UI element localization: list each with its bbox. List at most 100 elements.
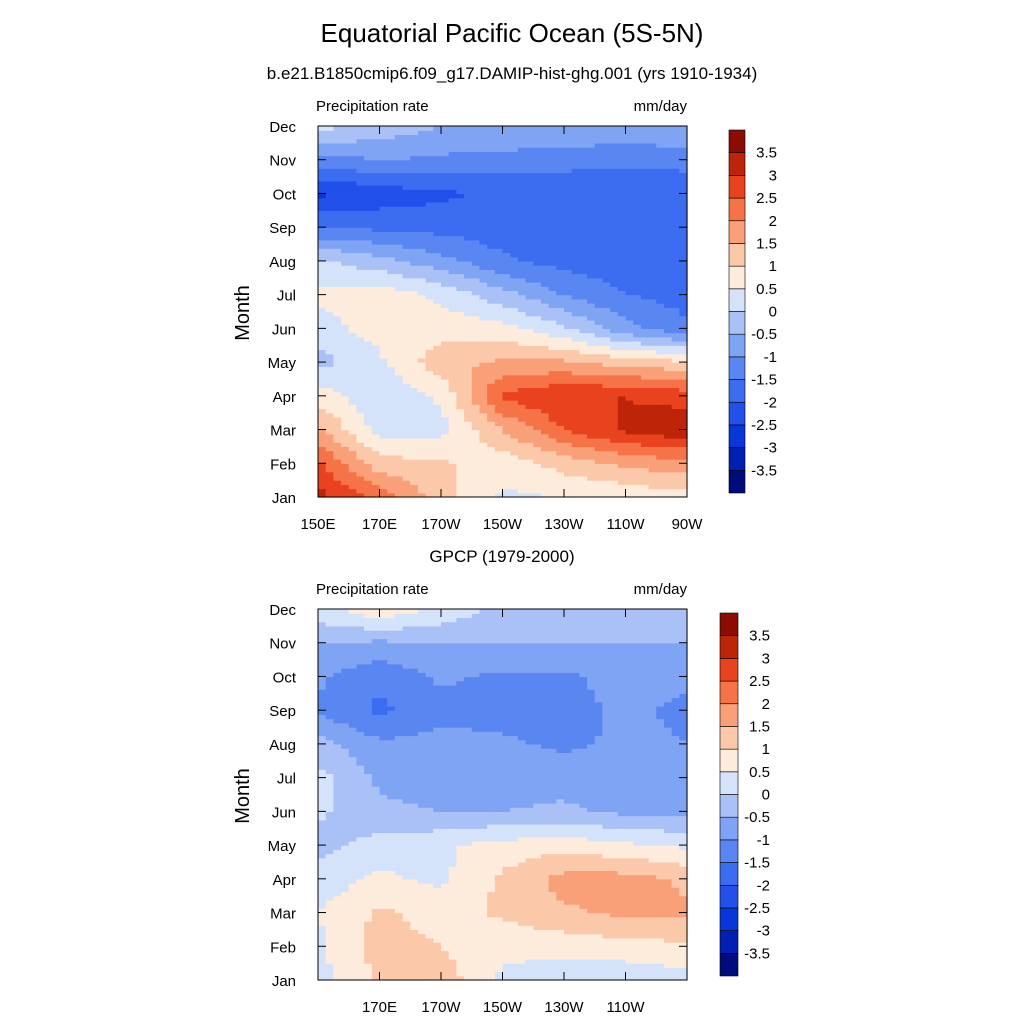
heatmap-cell <box>487 172 496 178</box>
heatmap-cell <box>648 958 657 964</box>
heatmap-cell <box>433 349 442 355</box>
heatmap-cell <box>564 324 573 329</box>
heatmap-cell <box>456 130 465 136</box>
heatmap-cell <box>318 151 327 157</box>
heatmap-cell <box>464 130 473 136</box>
heatmap-cell <box>417 492 427 498</box>
heatmap-cell <box>371 134 381 140</box>
heatmap-cell <box>441 353 450 359</box>
heatmap-cell <box>456 467 465 473</box>
heatmap-cell <box>333 239 342 245</box>
heatmap-cell <box>594 387 604 393</box>
heatmap-cell <box>594 925 604 931</box>
heatmap-cell <box>387 471 396 477</box>
heatmap-cell <box>448 484 457 490</box>
heatmap-cell <box>487 395 496 401</box>
heatmap-cell <box>602 378 611 384</box>
heatmap-cell <box>448 307 457 313</box>
heatmap-cell <box>379 265 388 270</box>
heatmap-cell <box>594 963 604 968</box>
heatmap-cell <box>456 231 465 237</box>
heatmap-cell <box>402 400 411 405</box>
heatmap-cell <box>402 437 411 443</box>
heatmap-cell <box>564 967 573 973</box>
heatmap-cell <box>394 298 404 304</box>
heatmap-cell <box>364 345 373 351</box>
heatmap-cell <box>448 971 457 977</box>
heatmap-cell <box>379 336 388 342</box>
heatmap-cell <box>341 231 350 237</box>
heatmap-cell <box>379 467 388 473</box>
heatmap-cell <box>556 370 565 376</box>
heatmap-cell <box>564 408 573 414</box>
heatmap-cell <box>448 227 457 232</box>
heatmap-cell <box>341 176 350 182</box>
heatmap-cell <box>502 328 511 334</box>
heatmap-cell <box>571 475 580 481</box>
heatmap-cell <box>502 235 511 241</box>
heatmap-cell <box>333 277 342 283</box>
heatmap-cell <box>487 492 496 498</box>
heatmap-cell <box>356 256 365 262</box>
heatmap-cell <box>663 227 673 232</box>
heatmap-cell <box>417 366 427 372</box>
heatmap-cell <box>425 142 434 148</box>
heatmap-cell <box>671 151 680 157</box>
heatmap-cell <box>540 159 550 165</box>
heatmap-cell <box>533 345 542 351</box>
heatmap-cell <box>594 307 604 313</box>
heatmap-cell <box>448 357 457 363</box>
heatmap-cell <box>479 459 488 464</box>
heatmap-cell <box>433 281 442 287</box>
heatmap-cell <box>579 933 588 939</box>
heatmap-cell <box>410 942 419 947</box>
heatmap-cell <box>471 967 481 973</box>
heatmap-cell <box>364 391 373 397</box>
heatmap-cell <box>656 433 665 439</box>
heatmap-cell <box>617 290 627 296</box>
heatmap-cell <box>410 273 419 279</box>
heatmap-cell <box>364 437 373 443</box>
heatmap-cell <box>318 319 327 325</box>
heatmap-cell <box>610 412 619 418</box>
heatmap-cell <box>633 353 642 359</box>
heatmap-cell <box>663 925 673 931</box>
heatmap-cell <box>579 480 588 485</box>
heatmap-cell <box>379 929 388 935</box>
heatmap-cell <box>663 201 673 207</box>
heatmap-cell <box>533 201 542 207</box>
colorbar-label: -2.5 <box>751 417 777 434</box>
heatmap-cell <box>356 155 365 161</box>
heatmap-cell <box>640 446 650 452</box>
heatmap-cell <box>402 193 411 199</box>
heatmap-cell <box>456 954 465 960</box>
heatmap-cell <box>525 425 534 431</box>
heatmap-cell <box>387 130 396 136</box>
heatmap-cell <box>448 954 457 960</box>
heatmap-cell <box>471 408 481 414</box>
heatmap-cell <box>448 975 457 981</box>
heatmap-cell <box>579 400 588 405</box>
heatmap-cell <box>517 142 527 148</box>
heatmap-cell <box>448 933 457 939</box>
heatmap-cell <box>410 286 419 292</box>
heatmap-cell <box>402 260 411 266</box>
heatmap-cell <box>456 252 465 258</box>
heatmap-cell <box>479 429 488 435</box>
heatmap-cell <box>517 446 527 452</box>
heatmap-cell <box>633 328 642 334</box>
heatmap-cell <box>648 126 657 131</box>
heatmap-cell <box>487 235 496 241</box>
heatmap-cell <box>517 425 527 431</box>
heatmap-cell <box>556 357 565 363</box>
heatmap-cell <box>471 273 481 279</box>
heatmap-cell <box>410 248 419 254</box>
heatmap-cell <box>464 252 473 258</box>
heatmap-cell <box>671 492 680 498</box>
heatmap-cell <box>525 421 534 426</box>
heatmap-cell <box>441 349 450 355</box>
heatmap-cell <box>625 290 634 296</box>
heatmap-cell <box>579 471 588 477</box>
heatmap-cell <box>356 391 365 397</box>
heatmap-cell <box>464 395 473 401</box>
